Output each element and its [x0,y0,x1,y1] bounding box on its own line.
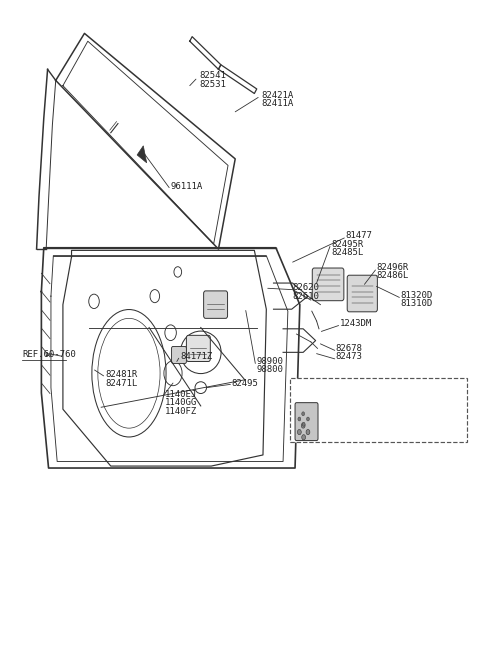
Text: 1140EJ: 1140EJ [164,390,197,399]
Text: 81320D: 81320D [400,291,432,300]
Circle shape [302,422,305,426]
Text: 84171Z: 84171Z [180,352,213,362]
Circle shape [307,417,310,421]
Text: 96111A: 96111A [170,183,203,191]
FancyBboxPatch shape [312,268,344,301]
Text: 1140GG: 1140GG [164,398,197,407]
Text: 82620: 82620 [293,283,320,292]
Text: (W/SAFETY WINDOW): (W/SAFETY WINDOW) [297,396,375,405]
FancyBboxPatch shape [347,275,377,312]
Text: 82481R: 82481R [105,370,137,379]
Text: 82531: 82531 [199,80,226,89]
Text: 98900: 98900 [257,357,284,366]
Text: 82610: 82610 [293,291,320,301]
Circle shape [302,412,305,416]
Text: 82485L: 82485L [331,248,363,257]
Text: 98800: 98800 [257,365,284,375]
Text: 82678: 82678 [336,344,362,353]
Text: 82496R: 82496R [376,263,408,272]
Text: 82486L: 82486L [376,271,408,280]
Text: 1140FZ: 1140FZ [164,407,197,416]
Text: 1243DM: 1243DM [339,319,372,328]
Circle shape [306,430,310,435]
Text: 82421A: 82421A [262,91,294,100]
Polygon shape [137,146,147,163]
Circle shape [298,430,301,435]
Text: 82495R: 82495R [331,240,363,249]
Circle shape [298,417,301,421]
Circle shape [302,435,306,440]
Text: REF.60-760: REF.60-760 [22,350,76,360]
FancyBboxPatch shape [295,403,318,441]
Text: 82471L: 82471L [105,379,137,388]
Text: 98800: 98800 [367,418,394,427]
FancyBboxPatch shape [204,291,228,318]
Text: 82541: 82541 [199,71,226,81]
Text: 82495: 82495 [231,379,258,388]
Text: 81310D: 81310D [400,299,432,309]
Text: 82473: 82473 [336,352,362,362]
Text: 81477: 81477 [345,231,372,240]
FancyBboxPatch shape [171,346,186,364]
Circle shape [301,423,305,428]
FancyBboxPatch shape [186,335,210,362]
FancyBboxPatch shape [290,378,468,442]
Text: 82411A: 82411A [262,100,294,109]
